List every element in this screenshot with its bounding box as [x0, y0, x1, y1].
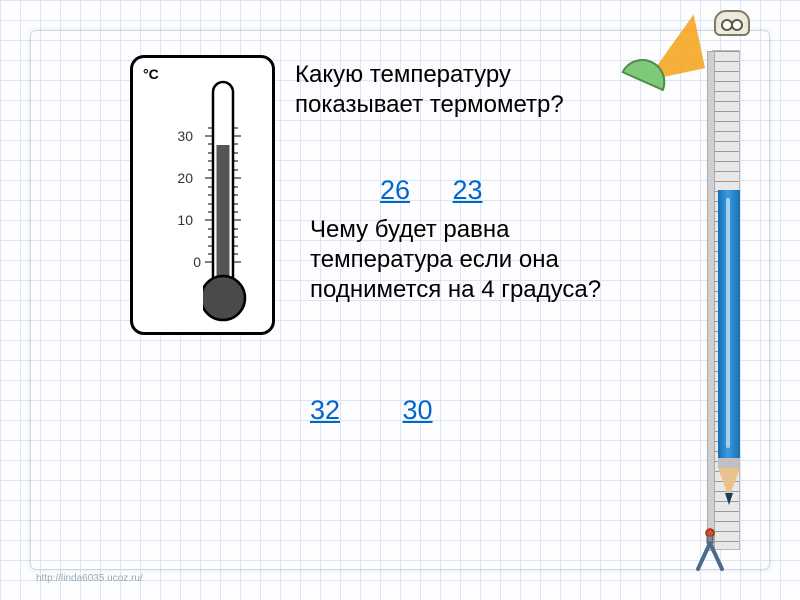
- thermometer-tick-20: 20: [173, 170, 193, 186]
- thermometer-tick-0: 0: [181, 254, 201, 270]
- thermometer-tick-30: 30: [173, 128, 193, 144]
- footer-url: http://linda6035.ucoz.ru/: [36, 573, 143, 584]
- character-icon: [714, 10, 750, 36]
- answer-option-26[interactable]: 26: [380, 175, 410, 206]
- question-2-text: Чему будет равна температура если она по…: [310, 215, 630, 305]
- answer-option-23[interactable]: 23: [453, 175, 483, 206]
- pencil-icon: [718, 190, 740, 520]
- thermometer-tick-10: 10: [173, 212, 193, 228]
- answer-option-30[interactable]: 30: [403, 395, 433, 426]
- question-1-text: Какую температуру показывает термометр?: [295, 60, 625, 120]
- thermometer-graphic: [203, 80, 263, 325]
- thermometer-card: °C 30 20 10 0: [130, 55, 275, 335]
- compass-icon: [690, 527, 730, 572]
- answer-option-32[interactable]: 32: [310, 395, 340, 426]
- thermometer-unit-label: °C: [143, 66, 159, 82]
- question-2-answers: 32 30: [310, 395, 471, 426]
- question-1-answers: 26 23: [380, 175, 521, 206]
